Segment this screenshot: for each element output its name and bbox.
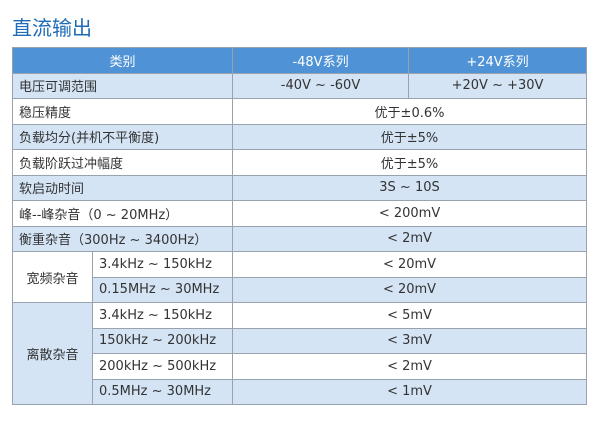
row-value: 优于±0.6% xyxy=(232,98,588,125)
table-row: 0.5MHz ~ 30MHz < 1mV xyxy=(13,378,588,405)
table-row: 软启动时间 3S ~ 10S xyxy=(11,174,588,201)
row-value: < 20mV xyxy=(232,276,588,303)
table-row: 宽频杂音 3.4kHz ~ 150kHz < 20mV xyxy=(12,251,588,303)
table-row: 0.15MHz ~ 30MHz < 20mV xyxy=(13,276,588,303)
table-row: 负载均分(并机不平衡度) 优于±5% xyxy=(11,123,588,150)
table-row: 稳压精度 优于±0.6% xyxy=(11,98,588,125)
row-label: 峰--峰杂音（0 ~ 20MHz） xyxy=(11,200,234,227)
section-title: 直流输出 xyxy=(12,16,92,40)
row-label: 0.5MHz ~ 30MHz xyxy=(91,378,234,405)
row-label: 衡重杂音（300Hz ~ 3400Hz） xyxy=(11,225,234,252)
row-value: 优于±5% xyxy=(232,149,588,176)
row-value: < 1mV xyxy=(232,378,588,405)
row-label: 负载均分(并机不平衡度) xyxy=(11,123,234,150)
row-value: < 200mV xyxy=(232,200,588,227)
row-label: 3.4kHz ~ 150kHz xyxy=(91,302,234,329)
header-cell: +24V系列 xyxy=(408,47,588,74)
header-cell: 类别 xyxy=(11,47,234,74)
table-row: 衡重杂音（300Hz ~ 3400Hz） < 2mV xyxy=(11,225,588,252)
row-label: 200kHz ~ 500kHz xyxy=(91,353,234,380)
table-row: 离散杂音 3.4kHz ~ 150kHz < 5mV xyxy=(12,302,588,405)
row-value: +20V ~ +30V xyxy=(408,72,588,99)
row-label: 稳压精度 xyxy=(11,98,234,125)
row-value: < 2mV xyxy=(232,225,588,252)
row-label: 3.4kHz ~ 150kHz xyxy=(91,251,234,278)
table-row: 负载阶跃过冲幅度 优于±5% xyxy=(11,149,588,176)
row-value: 3S ~ 10S xyxy=(232,174,588,201)
spec-table: 类别 -48V系列 +24V系列 电压可调范围 -40V ~ -60V +20V ~ +3… xyxy=(11,47,588,405)
row-value: < 2mV xyxy=(232,353,588,380)
row-label: 150kHz ~ 200kHz xyxy=(91,327,234,354)
row-value: < 5mV xyxy=(232,302,588,329)
row-label: 软启动时间 xyxy=(11,174,234,201)
row-label: 负载阶跃过冲幅度 xyxy=(11,149,234,176)
group-label: 宽频杂音 xyxy=(12,251,93,303)
row-label: 电压可调范围 xyxy=(11,72,234,99)
table-row: 峰--峰杂音（0 ~ 20MHz） < 200mV xyxy=(11,200,588,227)
table-row: 150kHz ~ 200kHz < 3mV xyxy=(13,327,588,354)
row-value: < 20mV xyxy=(232,251,588,278)
table-row: 200kHz ~ 500kHz < 2mV xyxy=(13,353,588,380)
row-value: -40V ~ -60V xyxy=(232,72,410,99)
row-value: 优于±5% xyxy=(232,123,588,150)
table-row: 电压可调范围 -40V ~ -60V +20V ~ +30V xyxy=(11,72,588,99)
row-value: < 3mV xyxy=(232,327,588,354)
group-label: 离散杂音 xyxy=(12,302,93,405)
row-label: 0.15MHz ~ 30MHz xyxy=(91,276,234,303)
header-row: 类别 -48V系列 +24V系列 xyxy=(11,47,588,74)
header-cell: -48V系列 xyxy=(232,47,410,74)
